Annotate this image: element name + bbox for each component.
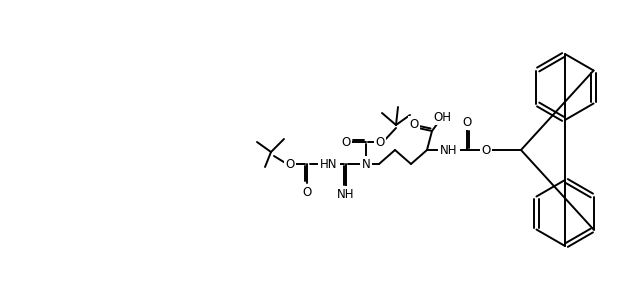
Text: O: O <box>376 135 385 149</box>
Text: O: O <box>482 143 490 156</box>
Text: NH: NH <box>440 143 458 156</box>
Text: OH: OH <box>433 110 451 124</box>
Text: HN: HN <box>320 158 338 170</box>
Text: O: O <box>302 185 311 199</box>
Text: O: O <box>286 158 295 170</box>
Text: O: O <box>462 116 472 128</box>
Text: N: N <box>361 158 370 170</box>
Text: NH: NH <box>337 187 355 201</box>
Text: O: O <box>342 135 351 149</box>
Text: O: O <box>410 118 419 131</box>
